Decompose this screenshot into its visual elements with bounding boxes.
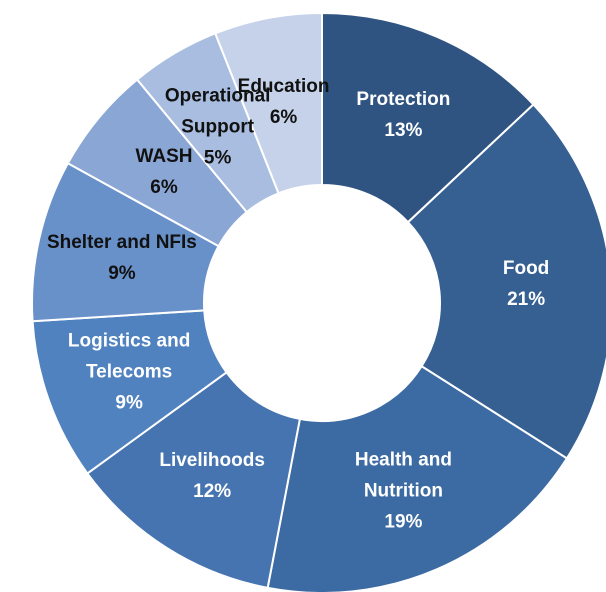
segment-label: Education 6% xyxy=(204,71,364,133)
segment-label: Livelihoods 12% xyxy=(132,445,292,507)
donut-segment xyxy=(266,364,569,592)
value-label: 5% xyxy=(203,147,232,169)
segment-label: Operational Support 5% xyxy=(138,80,298,173)
donut-segment xyxy=(213,11,323,195)
value-label: 9% xyxy=(115,392,143,414)
segment-label: WASH 6% xyxy=(84,141,244,203)
value-label: 6% xyxy=(150,177,178,199)
donut-segment xyxy=(406,103,606,460)
segment-label: Food 21% xyxy=(446,253,606,315)
value-label: 21% xyxy=(507,288,546,310)
category-label: Logistics and Telecoms xyxy=(67,330,191,383)
category-label: Protection xyxy=(356,88,451,110)
category-label: Food xyxy=(502,257,550,279)
segment-label: Logistics and Telecoms 9% xyxy=(49,326,209,419)
segment-label: Health and Nutrition 19% xyxy=(323,445,483,538)
value-label: 13% xyxy=(384,119,423,141)
value-label: 9% xyxy=(108,263,136,285)
segment-label: Shelter and NFIs 9% xyxy=(42,227,202,289)
category-label: Health and Nutrition xyxy=(354,449,452,502)
category-label: Shelter and NFIs xyxy=(46,232,197,254)
donut-segment xyxy=(321,11,535,224)
category-label: Livelihoods xyxy=(159,450,265,472)
value-label: 6% xyxy=(269,106,298,128)
category-label: WASH xyxy=(135,146,193,168)
segment-label: Protection 13% xyxy=(323,84,483,146)
category-label: Operational Support xyxy=(164,85,271,138)
category-label: Education xyxy=(237,75,330,97)
value-label: 19% xyxy=(384,511,423,533)
value-label: 12% xyxy=(193,481,232,503)
donut-segment xyxy=(85,370,302,590)
